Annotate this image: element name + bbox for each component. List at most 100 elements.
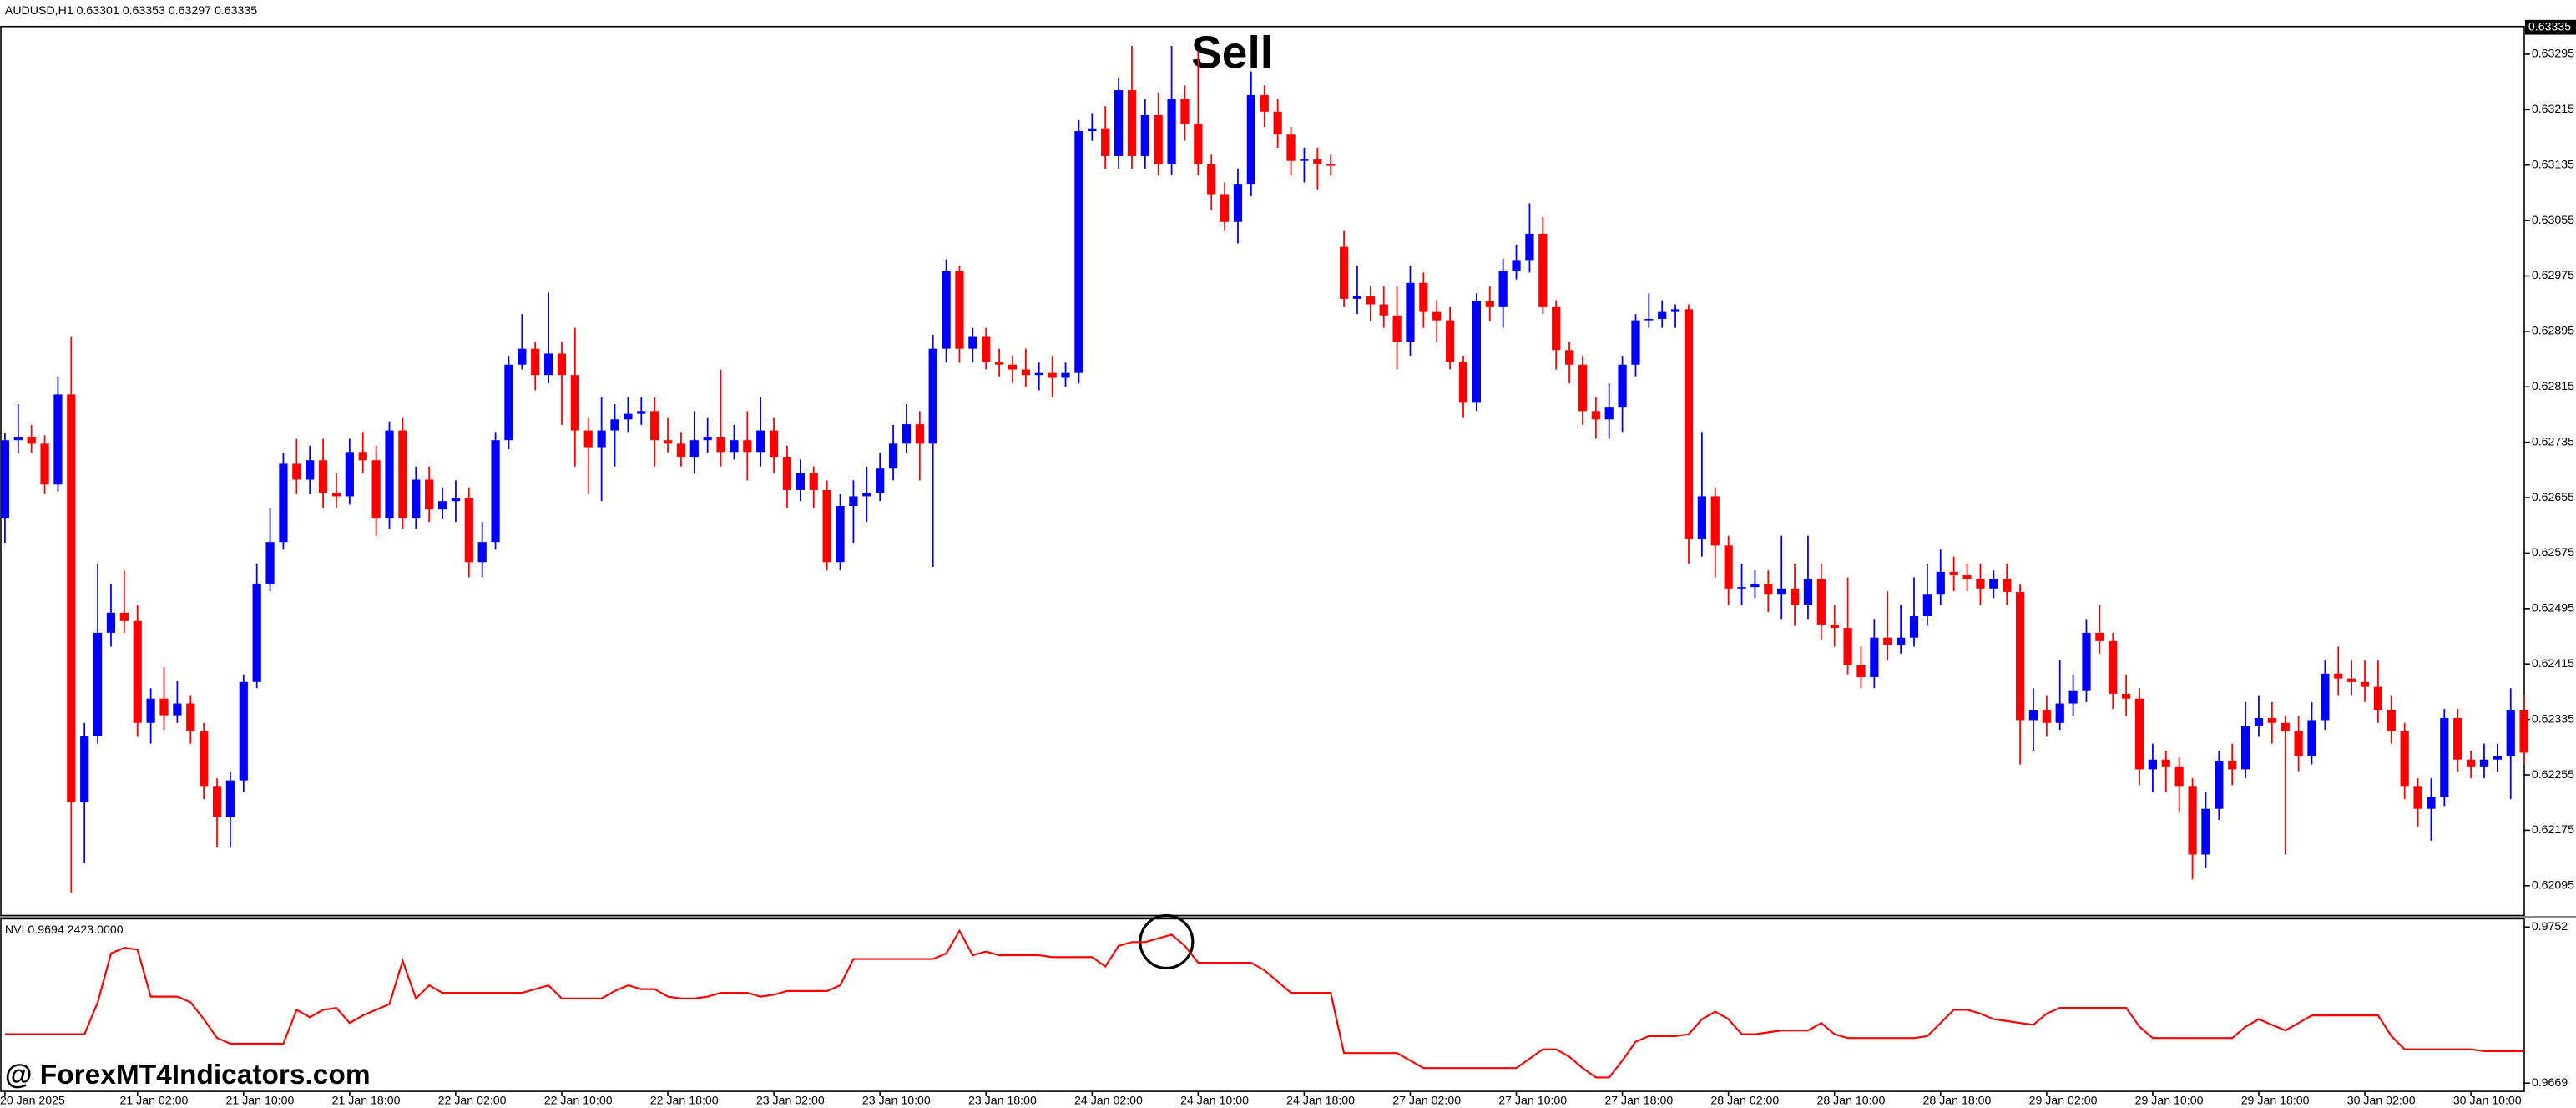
x-tick-label: 23 Jan 10:00 xyxy=(862,1095,931,1108)
candle-body xyxy=(306,460,315,480)
candle-body xyxy=(491,440,500,543)
candle-body xyxy=(1246,94,1255,185)
candle-body xyxy=(1578,364,1588,412)
x-tick-label: 28 Jan 10:00 xyxy=(1816,1095,1885,1108)
candle-body xyxy=(915,424,924,444)
price-tag xyxy=(2524,19,2576,35)
y-tick-label: 0.62095 xyxy=(2532,879,2574,893)
candle-body xyxy=(543,353,553,376)
candle-body xyxy=(2413,786,2422,809)
candle-body xyxy=(2307,720,2316,756)
y-tick-label: 0.63055 xyxy=(2532,214,2574,227)
candle-body xyxy=(968,336,977,349)
candle-body xyxy=(2254,717,2264,726)
candle-body xyxy=(225,780,235,817)
x-tick-label: 20 Jan 2025 xyxy=(0,1095,65,1108)
candle-body xyxy=(2506,710,2515,756)
candle-body xyxy=(186,703,195,731)
candle-body xyxy=(146,698,155,723)
candle-body xyxy=(1379,304,1388,316)
candle-body xyxy=(331,493,341,497)
candle-body xyxy=(2334,673,2343,679)
candle-body xyxy=(2493,756,2502,760)
candle-body xyxy=(1180,99,1190,124)
candle-body xyxy=(1140,114,1149,156)
candle-body xyxy=(1790,588,1800,605)
candle-body xyxy=(2134,698,2144,770)
y-tick-label: 0.62895 xyxy=(2532,325,2574,338)
sell-annotation: Sell xyxy=(1191,27,1273,78)
candle-body xyxy=(1684,309,1694,539)
candle-body xyxy=(2188,786,2197,855)
candle-body xyxy=(159,698,169,716)
candle-body xyxy=(1989,579,1998,589)
candle-body xyxy=(2360,681,2370,687)
candle-body xyxy=(1339,246,1349,299)
candle-body xyxy=(743,440,752,453)
candle-body xyxy=(1671,309,1680,312)
candle-body xyxy=(994,362,1004,365)
candle-body xyxy=(27,437,36,444)
y-tick-label: 0.62735 xyxy=(2532,435,2574,448)
candle-body xyxy=(1034,372,1043,376)
candle-body xyxy=(1260,94,1269,112)
candle-body xyxy=(1936,571,1945,595)
candle-body xyxy=(212,786,222,817)
candle-body xyxy=(663,440,673,444)
candle-body xyxy=(1021,369,1030,376)
candle-body xyxy=(1048,372,1057,378)
candle-body xyxy=(2055,703,2064,723)
candle-body xyxy=(265,542,275,584)
candle-body xyxy=(2347,678,2356,682)
candle-body xyxy=(437,501,447,510)
x-tick-label: 22 Jan 18:00 xyxy=(650,1095,719,1108)
candle-body xyxy=(942,271,951,349)
candle-body xyxy=(1286,134,1296,161)
candle-body xyxy=(1300,159,1309,161)
candle-body xyxy=(93,632,103,736)
candle-body xyxy=(1591,411,1600,420)
y-tick-label: 0.62415 xyxy=(2532,657,2574,670)
candle-body xyxy=(2068,690,2078,704)
candle-body xyxy=(2228,761,2237,770)
candle-body xyxy=(1127,90,1137,156)
candle-body xyxy=(1909,615,1919,638)
x-tick-label: 23 Jan 18:00 xyxy=(968,1095,1037,1108)
candle-body xyxy=(119,612,129,621)
candle-body xyxy=(730,440,739,453)
candle-body xyxy=(2174,766,2184,787)
candle-body xyxy=(1273,111,1282,135)
candle-body xyxy=(1472,301,1481,403)
candle-body xyxy=(1392,315,1402,342)
candle-body xyxy=(451,498,461,502)
x-tick-label: 30 Jan 10:00 xyxy=(2453,1095,2522,1108)
candle-body xyxy=(2109,640,2118,694)
candle-body xyxy=(610,419,619,431)
candle-body xyxy=(2215,761,2224,809)
y-tick-label: 0.9669 xyxy=(2532,1076,2568,1090)
nvi-line xyxy=(4,928,2524,1079)
candle-body xyxy=(2240,726,2250,770)
indicator-panel xyxy=(0,918,2525,1092)
y-tick-label: 0.9752 xyxy=(2532,920,2568,933)
candle-body xyxy=(1194,123,1203,164)
candle-body xyxy=(1737,587,1746,589)
candle-body xyxy=(1922,594,1932,616)
candle-body xyxy=(624,413,633,420)
candle-body xyxy=(477,542,487,563)
candle-body xyxy=(292,463,301,480)
candle-body xyxy=(876,468,885,493)
candle-body xyxy=(2466,759,2476,767)
candle-body xyxy=(425,479,434,510)
candle-body xyxy=(398,430,407,519)
candle-body xyxy=(1445,320,1455,362)
candle-body xyxy=(888,443,898,469)
y-tick-label: 0.62655 xyxy=(2532,491,2574,504)
candle-body xyxy=(1750,583,1760,588)
candle-body xyxy=(756,430,765,453)
y-tick-label: 0.62495 xyxy=(2532,602,2574,615)
candle-body xyxy=(557,353,567,376)
x-tick-label: 23 Jan 02:00 xyxy=(756,1095,825,1108)
candle-body xyxy=(358,452,367,461)
candle-body xyxy=(200,731,209,787)
